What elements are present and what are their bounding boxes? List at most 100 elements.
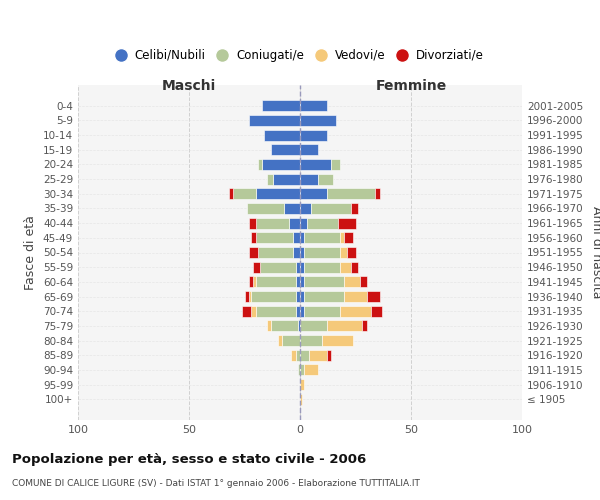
Bar — [300, 350, 309, 360]
Bar — [344, 291, 367, 302]
Bar — [300, 247, 304, 258]
Legend: Celibi/Nubili, Coniugati/e, Vedovi/e, Divorziati/e: Celibi/Nubili, Coniugati/e, Vedovi/e, Di… — [111, 44, 489, 66]
Bar — [351, 262, 358, 272]
Bar — [340, 262, 351, 272]
Bar — [251, 306, 256, 316]
Bar — [278, 335, 282, 346]
Bar — [282, 335, 300, 346]
Bar — [266, 174, 274, 184]
Bar — [300, 291, 304, 302]
Text: Popolazione per età, sesso e stato civile - 2006: Popolazione per età, sesso e stato civil… — [12, 452, 366, 466]
Bar — [304, 232, 340, 243]
Bar — [249, 291, 251, 302]
Bar — [347, 247, 355, 258]
Bar — [298, 364, 300, 376]
Bar — [300, 144, 318, 156]
Bar — [300, 276, 304, 287]
Bar — [256, 188, 300, 200]
Bar — [293, 247, 300, 258]
Bar — [300, 306, 304, 316]
Bar — [253, 276, 256, 287]
Bar — [249, 276, 253, 287]
Bar — [309, 350, 326, 360]
Y-axis label: Fasce di età: Fasce di età — [25, 215, 37, 290]
Bar — [300, 320, 326, 332]
Bar — [300, 379, 304, 390]
Bar — [258, 247, 293, 258]
Bar — [284, 203, 300, 214]
Bar — [256, 218, 289, 228]
Bar — [249, 115, 300, 126]
Bar — [289, 218, 300, 228]
Bar — [251, 291, 296, 302]
Bar — [304, 364, 318, 376]
Bar — [296, 306, 300, 316]
Bar — [300, 174, 318, 184]
Bar — [300, 115, 335, 126]
Bar — [300, 100, 326, 111]
Bar — [262, 100, 300, 111]
Bar — [253, 262, 260, 272]
Bar — [271, 144, 300, 156]
Bar — [300, 218, 307, 228]
Bar — [249, 218, 256, 228]
Bar — [304, 247, 340, 258]
Bar — [274, 174, 300, 184]
Bar — [298, 320, 300, 332]
Bar — [344, 232, 353, 243]
Bar — [376, 188, 380, 200]
Bar — [351, 203, 358, 214]
Bar — [300, 394, 302, 405]
Bar — [245, 291, 249, 302]
Bar — [256, 306, 296, 316]
Text: Maschi: Maschi — [162, 78, 216, 92]
Bar — [262, 159, 300, 170]
Bar — [362, 320, 367, 332]
Bar — [296, 262, 300, 272]
Bar — [251, 232, 256, 243]
Bar — [326, 320, 362, 332]
Bar — [256, 232, 293, 243]
Bar — [300, 262, 304, 272]
Bar — [318, 174, 334, 184]
Bar — [307, 218, 338, 228]
Bar — [256, 276, 296, 287]
Bar — [296, 291, 300, 302]
Bar — [291, 350, 296, 360]
Bar — [300, 203, 311, 214]
Bar — [367, 291, 380, 302]
Bar — [271, 320, 298, 332]
Bar — [300, 232, 304, 243]
Bar — [304, 262, 340, 272]
Bar — [304, 276, 344, 287]
Bar — [258, 159, 262, 170]
Bar — [260, 262, 296, 272]
Bar — [331, 159, 340, 170]
Bar — [300, 130, 326, 140]
Bar — [371, 306, 382, 316]
Bar — [322, 335, 353, 346]
Bar — [326, 350, 331, 360]
Bar — [338, 218, 355, 228]
Bar — [296, 276, 300, 287]
Bar — [300, 335, 322, 346]
Bar — [242, 306, 251, 316]
Y-axis label: Anni di nascita: Anni di nascita — [590, 206, 600, 298]
Bar — [249, 247, 258, 258]
Bar — [326, 188, 376, 200]
Bar — [304, 306, 340, 316]
Bar — [293, 232, 300, 243]
Bar — [247, 203, 284, 214]
Bar — [300, 159, 331, 170]
Bar — [300, 188, 326, 200]
Bar — [340, 306, 371, 316]
Bar — [229, 188, 233, 200]
Bar — [266, 320, 271, 332]
Bar — [304, 291, 344, 302]
Bar — [340, 232, 344, 243]
Bar — [296, 350, 300, 360]
Text: COMUNE DI CALICE LIGURE (SV) - Dati ISTAT 1° gennaio 2006 - Elaborazione TUTTITA: COMUNE DI CALICE LIGURE (SV) - Dati ISTA… — [12, 479, 420, 488]
Bar — [340, 247, 347, 258]
Text: Femmine: Femmine — [376, 78, 446, 92]
Bar — [265, 130, 300, 140]
